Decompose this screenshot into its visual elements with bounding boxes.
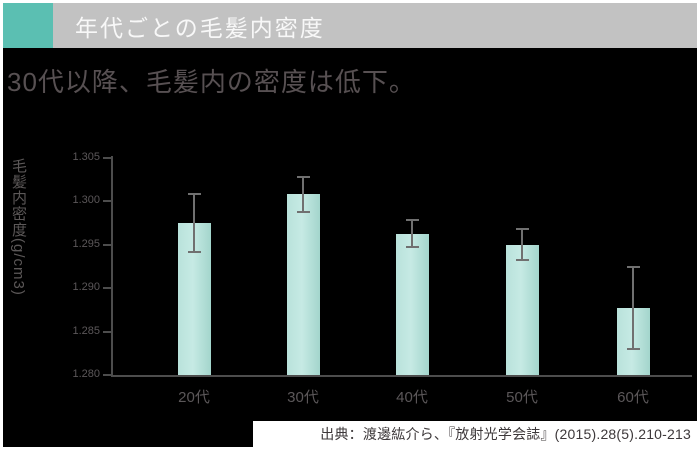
x-label-50代: 50代 (506, 389, 538, 406)
header-bar: 年代ごとの毛髪内密度 (53, 3, 697, 48)
y-tick-5 (103, 374, 112, 376)
bar-40代 (395, 233, 429, 375)
y-tick-label-3: 1.290 (72, 281, 100, 294)
bar-50代 (505, 244, 539, 375)
x-label-40代: 40代 (396, 389, 428, 406)
y-tick-0 (103, 157, 112, 159)
page-title: 年代ごとの毛髪内密度 (75, 14, 325, 41)
y-tick-4 (103, 330, 112, 333)
error-bar-line-3 (521, 229, 523, 261)
bar-30代 (286, 194, 320, 375)
y-tick-label-1: 1.300 (72, 194, 100, 207)
x-label-30代: 30代 (287, 389, 319, 406)
source-strip: 出典：渡邊紘介ら、『放射光学会誌』(2015).28(5).210-213 (253, 421, 697, 447)
error-bar-cap-bottom-1 (297, 210, 310, 213)
x-label-20代: 20代 (178, 389, 210, 406)
x-axis-line (111, 375, 692, 377)
x-label-60代: 60代 (617, 389, 649, 406)
error-bar-cap-bottom-0 (188, 250, 201, 253)
y-tick-label-0: 1.305 (72, 151, 100, 163)
error-bar-line-2 (411, 220, 413, 247)
error-bar-cap-bottom-3 (516, 259, 529, 262)
header-accent-square (3, 3, 53, 48)
y-axis-line (111, 156, 113, 377)
error-bar-line-0 (193, 194, 195, 252)
y-tick-1 (103, 200, 112, 203)
error-bar-cap-top-2 (406, 219, 419, 222)
error-bar-line-1 (302, 177, 304, 212)
error-bar-cap-top-4 (627, 266, 640, 269)
y-tick-label-2: 1.295 (72, 237, 100, 250)
y-axis-label: 毛髪内密度(g/cm3) (10, 158, 27, 296)
y-tick-2 (103, 243, 112, 246)
error-bar-cap-top-3 (516, 228, 529, 231)
y-tick-label-5: 1.280 (72, 368, 100, 380)
chart-subtitle: 30代以降、毛髪内の密度は低下。 (7, 67, 416, 97)
error-bar-cap-top-0 (188, 193, 201, 196)
source-citation: 出典：渡邊紘介ら、『放射光学会誌』(2015).28(5).210-213 (320, 426, 691, 442)
y-tick-3 (103, 287, 112, 290)
y-tick-label-4: 1.285 (72, 324, 100, 337)
error-bar-cap-top-1 (297, 176, 310, 179)
error-bar-cap-bottom-4 (627, 347, 640, 350)
error-bar-line-4 (632, 267, 634, 349)
chart-card (3, 48, 697, 447)
error-bar-cap-bottom-2 (406, 245, 419, 248)
